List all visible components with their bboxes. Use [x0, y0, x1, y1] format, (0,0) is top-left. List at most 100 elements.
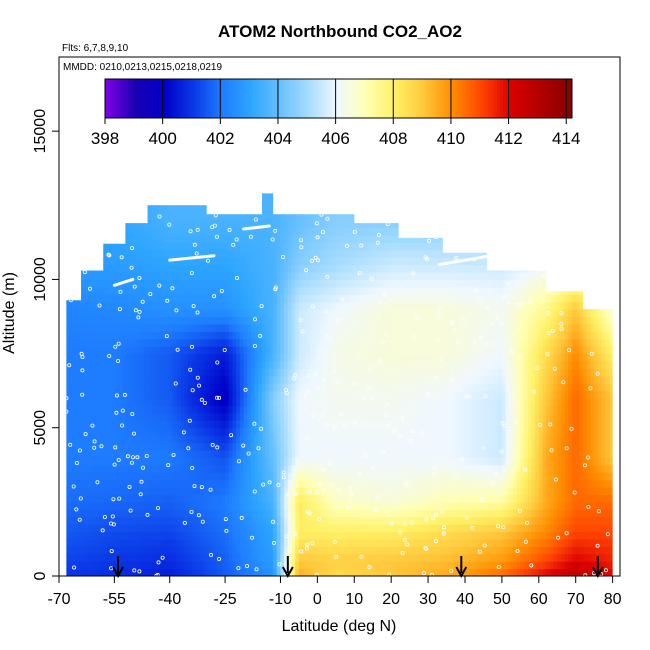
heat-cell [332, 509, 337, 518]
heat-cell [332, 383, 337, 392]
heat-cell [132, 220, 138, 229]
heat-cell [372, 331, 378, 340]
heat-cell [59, 420, 63, 428]
heat-cell [95, 323, 101, 332]
heat-cell [173, 412, 178, 421]
heat-cell [162, 353, 167, 362]
heat-cell [121, 360, 127, 369]
heat-cell [339, 205, 344, 214]
heat-cell [177, 449, 182, 458]
heat-cell [191, 257, 197, 266]
heat-cell [236, 205, 241, 214]
heat-cell [295, 546, 300, 555]
heat-cell [218, 176, 222, 184]
heat-cell [118, 472, 123, 481]
heat-cell [154, 197, 160, 206]
heat-cell [169, 553, 175, 562]
heat-cell [372, 538, 378, 547]
heat-cell [265, 331, 270, 340]
heat-cell [357, 457, 363, 466]
heat-cell [258, 264, 263, 273]
heat-cell [73, 420, 79, 429]
heat-cell [140, 524, 145, 533]
heat-cell [369, 294, 374, 303]
heat-cell [73, 205, 79, 214]
heat-cell [232, 323, 237, 332]
heat-cell [188, 538, 193, 547]
heat-cell [99, 398, 104, 407]
heat-cell [195, 553, 200, 562]
heat-cell [154, 390, 160, 399]
heat-cell [202, 242, 208, 251]
heat-cell [133, 183, 137, 191]
heat-cell [339, 553, 344, 562]
heat-cell [354, 464, 359, 473]
heat-cell [324, 294, 330, 303]
heat-cell [173, 368, 178, 377]
heat-cell [239, 316, 245, 325]
heat-cell [269, 294, 274, 303]
heat-cell [184, 272, 189, 281]
heat-cell [111, 183, 115, 191]
heat-cell [273, 279, 278, 288]
heat-cell [291, 457, 296, 466]
heat-cell [236, 309, 241, 318]
heat-cell [328, 316, 333, 325]
heat-cell [324, 561, 330, 570]
heat-cell [110, 420, 115, 429]
heat-cell [155, 183, 159, 191]
heat-cell [398, 472, 403, 481]
heat-cell [77, 183, 81, 191]
heat-cell [391, 331, 396, 340]
heat-cell [383, 375, 389, 384]
heat-cell [95, 205, 101, 214]
heat-cell [99, 227, 104, 236]
heat-cell [143, 435, 149, 444]
heat-cell [166, 279, 171, 288]
heat-cell [184, 176, 188, 184]
heat-cell [335, 568, 341, 576]
heat-cell [306, 242, 311, 251]
heat-cell [180, 457, 186, 466]
heat-cell [343, 442, 348, 451]
heat-cell [394, 205, 400, 214]
heat-cell [154, 205, 160, 214]
heat-cell [66, 405, 67, 414]
heat-cell [110, 286, 115, 295]
heat-cell [66, 234, 71, 243]
heat-cell [317, 279, 322, 288]
heat-cell [158, 405, 163, 414]
heat-cell [265, 193, 270, 199]
heat-cell [106, 501, 112, 510]
heat-cell [63, 176, 67, 184]
heat-cell [106, 435, 112, 444]
heat-cell [365, 509, 370, 518]
heat-cell [162, 524, 167, 533]
heat-cell [66, 279, 71, 288]
heat-cell [110, 368, 115, 377]
heat-cell [147, 323, 152, 332]
heat-cell [147, 383, 152, 392]
heat-cell [70, 546, 75, 555]
heat-cell [309, 272, 315, 281]
heat-cell [70, 360, 75, 369]
heat-cell [125, 531, 130, 540]
heat-cell [121, 249, 127, 258]
heat-cell [250, 449, 256, 458]
heat-cell [166, 509, 171, 518]
heat-cell [70, 183, 74, 191]
heat-cell [166, 272, 171, 281]
heat-cell [265, 234, 270, 243]
heat-cell [332, 353, 337, 362]
heat-cell [291, 398, 296, 407]
heat-cell [206, 420, 211, 429]
heat-cell [250, 249, 256, 258]
heat-cell [173, 353, 178, 362]
heat-cell [143, 383, 149, 392]
heat-cell [298, 227, 304, 236]
heat-cell [136, 472, 141, 481]
heat-cell [169, 501, 175, 510]
heat-cell [195, 472, 200, 481]
heat-cell [339, 479, 344, 488]
heat-cell [354, 501, 359, 510]
